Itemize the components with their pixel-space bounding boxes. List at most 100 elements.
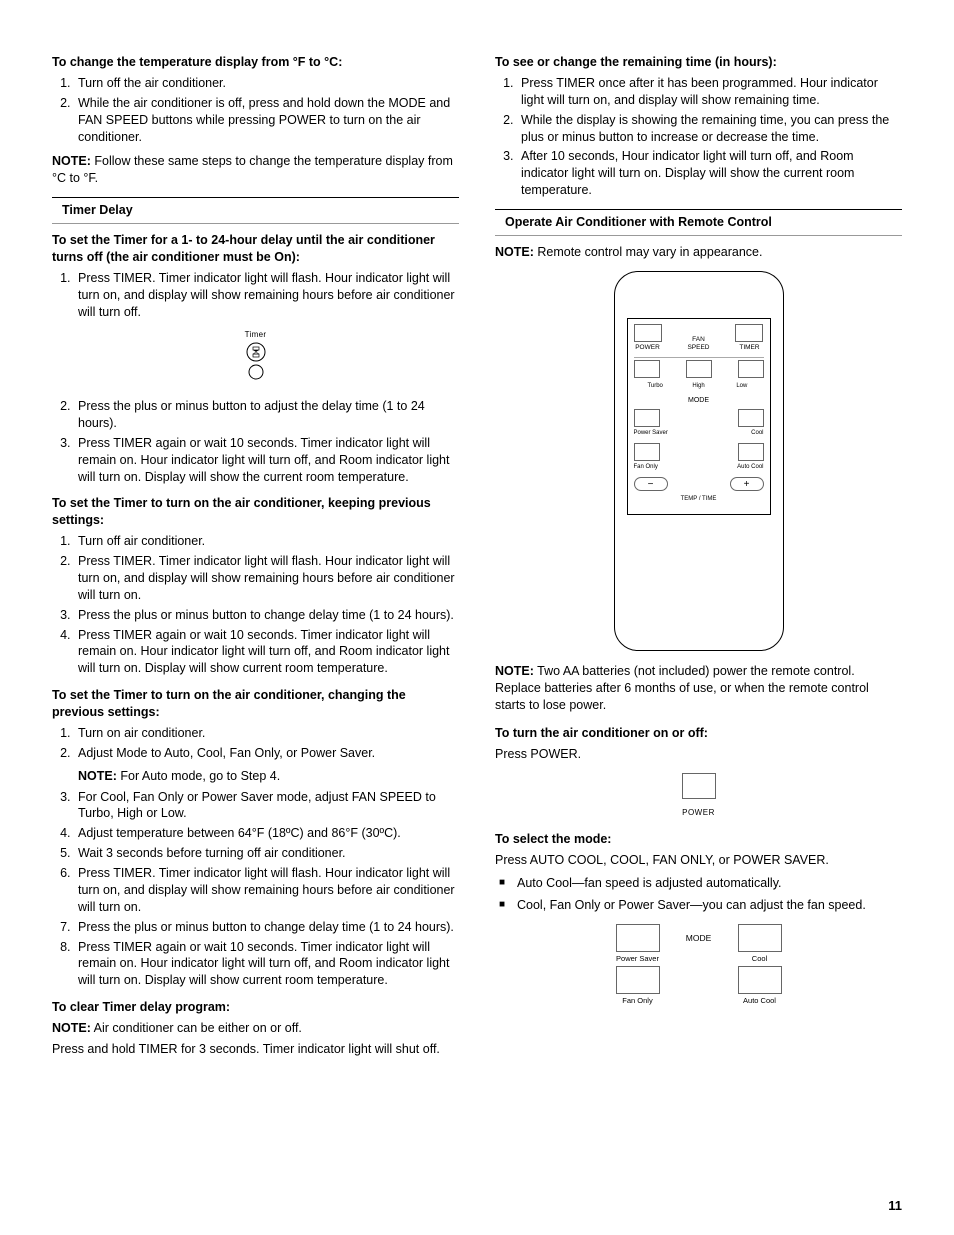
list-item: Press TIMER. Timer indicator light will … — [74, 553, 459, 604]
note-temp-change: NOTE: Follow these same steps to change … — [52, 153, 459, 187]
mode-fan-only-label: Fan Only — [608, 996, 668, 1006]
power-button-icon — [682, 773, 716, 799]
select-mode-body: Press AUTO COOL, COOL, FAN ONLY, or POWE… — [495, 852, 902, 869]
item-note: NOTE: For Auto mode, go to Step 4. — [78, 768, 459, 785]
remote-high-button — [686, 360, 712, 378]
remote-high-label: High — [677, 382, 720, 390]
heading-turn-on-off: To turn the air conditioner on or off: — [495, 725, 902, 742]
remote-power-saver-button — [634, 409, 660, 427]
list-item: Adjust temperature between 64°F (18ºC) a… — [74, 825, 459, 842]
remote-panel: POWER FAN SPEED TIMER — [627, 318, 771, 515]
note-text: Air conditioner can be either on or off. — [91, 1021, 302, 1035]
remote-turbo-label: Turbo — [634, 382, 677, 390]
list-item: For Cool, Fan Only or Power Saver mode, … — [74, 789, 459, 823]
list-item: While the display is showing the remaini… — [517, 112, 902, 146]
section-remote: Operate Air Conditioner with Remote Cont… — [495, 209, 902, 236]
remote-timer-button: TIMER — [735, 324, 763, 353]
mode-grid-figure: MODE Power Saver Cool Fan Only Auto Cool — [495, 924, 902, 1006]
heading-clear-timer: To clear Timer delay program: — [52, 999, 459, 1016]
note-text: Two AA batteries (not included) power th… — [495, 664, 869, 712]
list-item: Turn off the air conditioner. — [74, 75, 459, 92]
list-item: Press TIMER again or wait 10 seconds. Ti… — [74, 435, 459, 486]
list-item: Press TIMER. Timer indicator light will … — [74, 270, 459, 321]
remote-note: NOTE: Remote control may vary in appeara… — [495, 244, 902, 261]
power-label: POWER — [495, 808, 902, 819]
right-column: To see or change the remaining time (in … — [495, 50, 902, 1062]
list-item-text: Adjust Mode to Auto, Cool, Fan Only, or … — [78, 746, 375, 760]
heading-timer-off: To set the Timer for a 1- to 24-hour del… — [52, 232, 459, 266]
list-item: Cool, Fan Only or Power Saver—you can ad… — [495, 897, 902, 914]
list-item: Press the plus or minus button to change… — [74, 607, 459, 624]
mode-power-saver-label: Power Saver — [608, 954, 668, 964]
remote-power-button: POWER — [634, 324, 662, 353]
note-label: NOTE: — [52, 1021, 91, 1035]
remote-cool-label: Cool — [751, 429, 763, 437]
remote-low-button — [738, 360, 764, 378]
list-see-change: Press TIMER once after it has been progr… — [495, 75, 902, 199]
note-text: Follow these same steps to change the te… — [52, 154, 453, 185]
remote-outline: POWER FAN SPEED TIMER — [614, 271, 784, 651]
timer-icon — [243, 341, 269, 381]
list-item: Auto Cool—fan speed is adjusted automati… — [495, 875, 902, 892]
note-label: NOTE: — [495, 245, 534, 259]
heading-temp-change: To change the temperature display from °… — [52, 54, 459, 71]
left-column: To change the temperature display from °… — [52, 50, 459, 1062]
select-mode-bullets: Auto Cool—fan speed is adjusted automati… — [495, 875, 902, 915]
list-item: Turn on air conditioner. — [74, 725, 459, 742]
heading-timer-on-keep: To set the Timer to turn on the air cond… — [52, 495, 459, 529]
list-item: After 10 seconds, Hour indicator light w… — [517, 148, 902, 199]
list-item: Press TIMER once after it has been progr… — [517, 75, 902, 109]
list-item: Wait 3 seconds before turning off air co… — [74, 845, 459, 862]
heading-timer-on-change: To set the Timer to turn on the air cond… — [52, 687, 459, 721]
page-number: 11 — [888, 1197, 902, 1215]
mode-auto-cool-label: Auto Cool — [730, 996, 790, 1006]
turn-on-off-body: Press POWER. — [495, 746, 902, 763]
list-item: Press TIMER again or wait 10 seconds. Ti… — [74, 627, 459, 678]
remote-power-saver-label: Power Saver — [634, 429, 668, 437]
note-label: NOTE: — [495, 664, 534, 678]
mode-cool-button — [738, 924, 782, 952]
list-timer-off: Press TIMER. Timer indicator light will … — [52, 270, 459, 321]
list-timer-on-keep: Turn off air conditioner. Press TIMER. T… — [52, 533, 459, 677]
remote-auto-cool-label: Auto Cool — [737, 463, 763, 471]
clear-timer-note: NOTE: Air conditioner can be either on o… — [52, 1020, 459, 1037]
list-item: Turn off air conditioner. — [74, 533, 459, 550]
section-timer-delay: Timer Delay — [52, 197, 459, 224]
remote-plus-button: + — [730, 477, 764, 491]
list-item: Press TIMER. Timer indicator light will … — [74, 865, 459, 916]
mode-auto-cool-button — [738, 966, 782, 994]
remote-figure: POWER FAN SPEED TIMER — [495, 271, 902, 651]
power-button-figure: POWER — [495, 773, 902, 819]
note-label: NOTE: — [52, 154, 91, 168]
remote-mode-label: MODE — [634, 396, 764, 405]
timer-icon-label: Timer — [243, 330, 269, 341]
mode-center-label: MODE — [674, 933, 724, 944]
list-item: Press the plus or minus button to adjust… — [74, 398, 459, 432]
note-text: For Auto mode, go to Step 4. — [117, 769, 280, 783]
list-item: Press the plus or minus button to change… — [74, 919, 459, 936]
note-label: NOTE: — [78, 769, 117, 783]
remote-fan-only-button — [634, 443, 660, 461]
list-timer-off-2: Press the plus or minus button to adjust… — [52, 398, 459, 485]
remote-low-label: Low — [720, 382, 763, 390]
mode-cool-label: Cool — [730, 954, 790, 964]
list-item: Adjust Mode to Auto, Cool, Fan Only, or … — [74, 745, 459, 785]
remote-power-label: POWER — [635, 344, 660, 353]
list-timer-on-change: Turn on air conditioner. Adjust Mode to … — [52, 725, 459, 989]
remote-timer-label: TIMER — [739, 344, 759, 353]
remote-cool-button — [738, 409, 764, 427]
note-text: Remote control may vary in appearance. — [534, 245, 763, 259]
remote-minus-button: − — [634, 477, 668, 491]
mode-power-saver-button — [616, 924, 660, 952]
clear-timer-body: Press and hold TIMER for 3 seconds. Time… — [52, 1041, 459, 1058]
timer-icon-figure: Timer — [52, 330, 459, 386]
remote-turbo-button — [634, 360, 660, 378]
heading-see-change: To see or change the remaining time (in … — [495, 54, 902, 71]
remote-fan-speed-label: FAN SPEED — [687, 336, 709, 352]
list-temp-change: Turn off the air conditioner. While the … — [52, 75, 459, 146]
remote-auto-cool-button — [738, 443, 764, 461]
battery-note: NOTE: Two AA batteries (not included) po… — [495, 663, 902, 714]
list-item: While the air conditioner is off, press … — [74, 95, 459, 146]
remote-fan-only-label: Fan Only — [634, 463, 658, 471]
list-item: Press TIMER again or wait 10 seconds. Ti… — [74, 939, 459, 990]
